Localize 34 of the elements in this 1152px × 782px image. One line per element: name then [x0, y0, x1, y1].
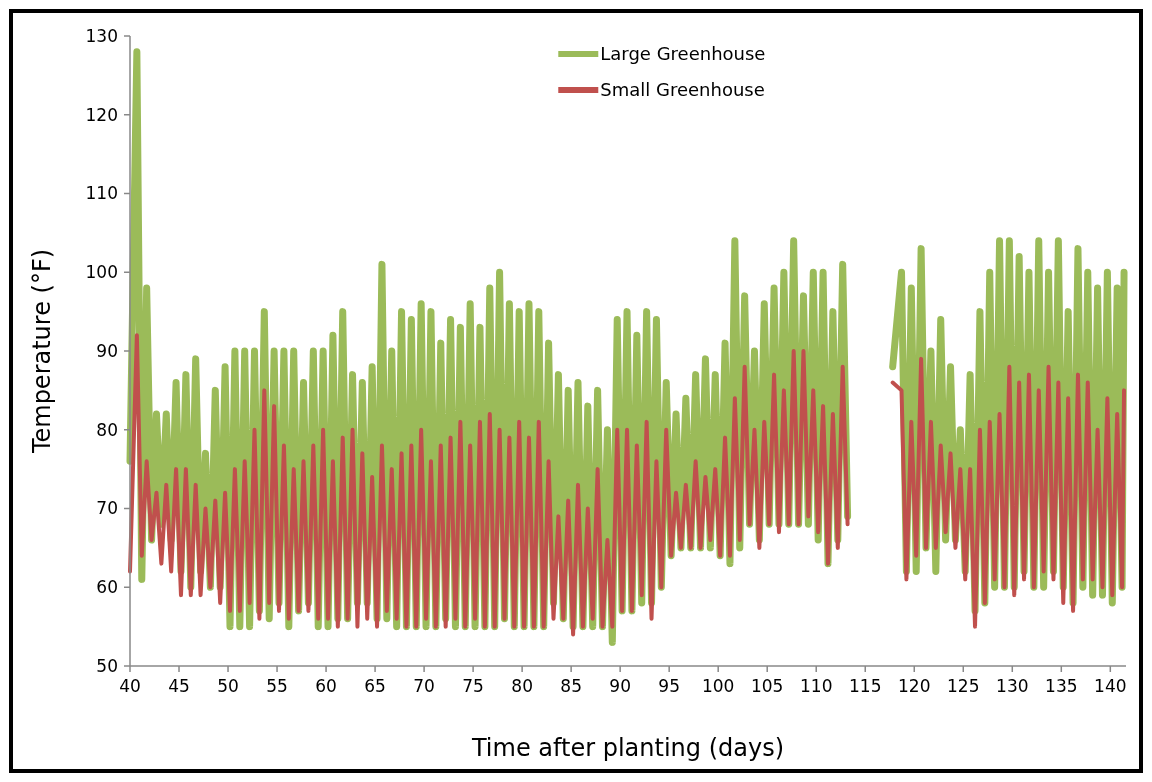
x-tick-label: 75: [462, 676, 484, 696]
x-tick-label: 135: [1045, 676, 1078, 696]
x-tick-label: 140: [1094, 676, 1127, 696]
x-tick-label: 45: [168, 676, 190, 696]
x-tick-label: 80: [511, 676, 533, 696]
x-tick-label: 105: [750, 676, 784, 696]
x-tick-label: 85: [560, 676, 582, 696]
y-tick-label: 70: [96, 498, 118, 519]
x-tick-label: 40: [119, 676, 141, 696]
y-tick-label: 60: [96, 577, 118, 598]
x-tick-label: 115: [849, 676, 882, 696]
y-tick-label: 80: [96, 419, 118, 440]
x-tick-label: 65: [364, 676, 386, 696]
x-tick-label: 100: [701, 676, 735, 696]
x-tick-label: 70: [413, 676, 435, 696]
y-tick-label: 100: [85, 262, 118, 283]
y-tick-label: 110: [85, 183, 118, 204]
y-tick-label: 120: [85, 104, 118, 125]
legend-label: Small Greenhouse: [600, 79, 765, 101]
x-tick-label: 90: [609, 676, 631, 696]
y-tick-label: 50: [96, 655, 118, 676]
legend-label: Large Greenhouse: [600, 43, 766, 65]
y-axis-title: Temperature (°F): [28, 248, 56, 455]
x-tick-label: 60: [315, 676, 337, 696]
x-axis-title: Time after planting (days): [470, 734, 785, 762]
x-tick-label: 50: [217, 676, 239, 696]
x-tick-label: 95: [658, 676, 680, 696]
x-tick-label: 130: [996, 676, 1029, 696]
x-tick-label: 55: [266, 676, 288, 696]
y-tick-label: 90: [96, 340, 118, 361]
x-tick-label: 125: [947, 676, 980, 696]
y-tick-label: 130: [85, 25, 118, 46]
x-tick-label: 110: [799, 676, 833, 696]
x-tick-label: 120: [898, 676, 931, 696]
